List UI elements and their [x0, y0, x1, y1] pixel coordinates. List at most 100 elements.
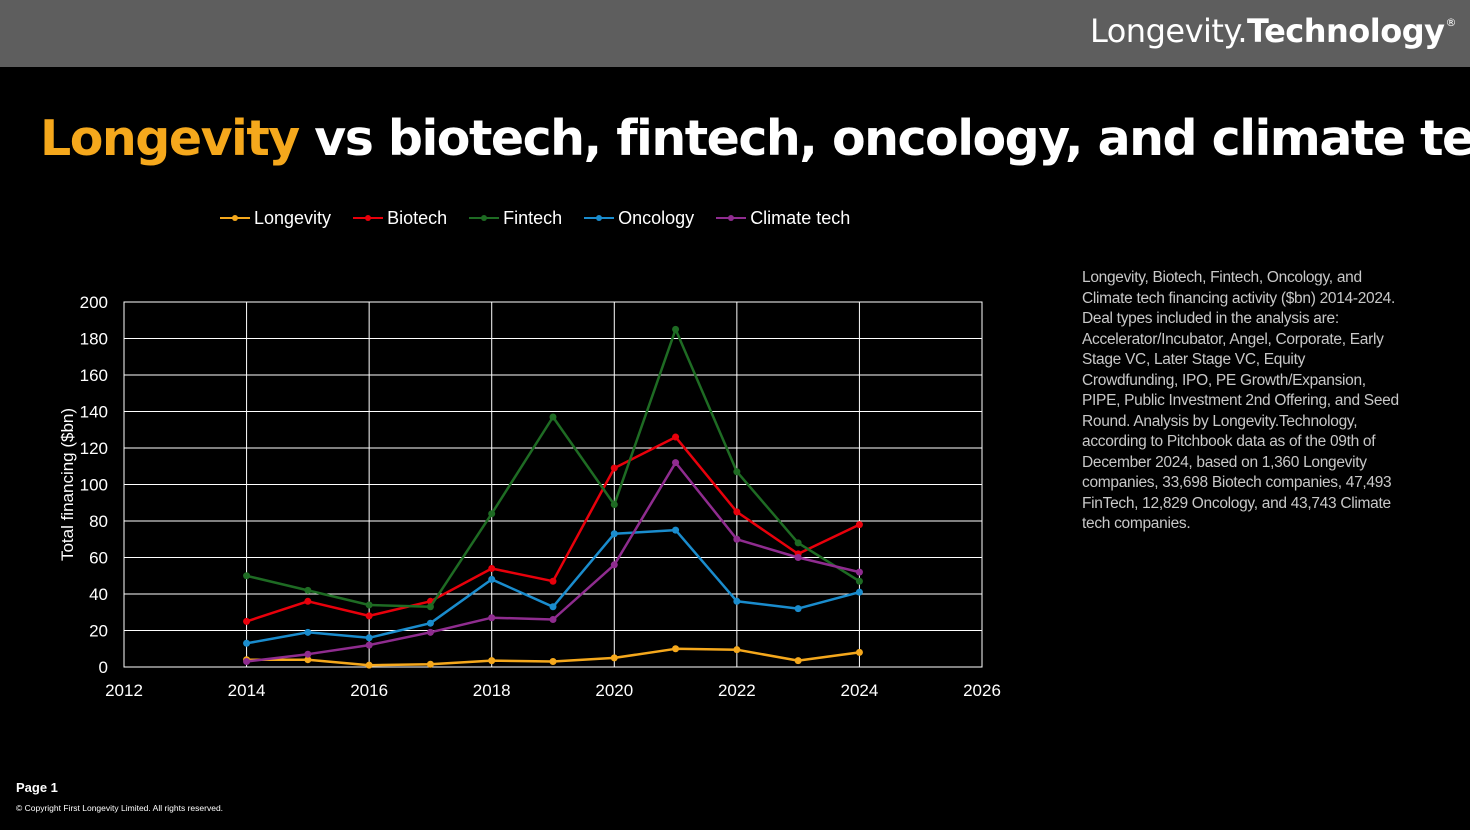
- legend-item-oncology: Oncology: [584, 208, 694, 229]
- y-tick-label: 60: [89, 549, 108, 568]
- data-point-oncology: [610, 530, 618, 538]
- data-point-fintech: [855, 577, 863, 585]
- data-point-biotech: [488, 564, 496, 572]
- copyright-notice: © Copyright First Longevity Limited. All…: [16, 803, 224, 813]
- x-tick-label: 2020: [595, 681, 633, 700]
- data-point-fintech: [733, 468, 741, 476]
- y-tick-label: 20: [89, 622, 108, 641]
- brand-bold-text: Technology: [1246, 12, 1445, 50]
- legend-swatch-climate-tech: [716, 212, 747, 224]
- y-tick-label: 100: [80, 476, 108, 495]
- y-tick-label: 160: [80, 366, 108, 385]
- data-point-oncology: [304, 628, 312, 636]
- data-point-oncology: [672, 526, 680, 534]
- title-rest: vs biotech, fintech, oncology, and clima…: [298, 110, 1470, 167]
- y-tick-label: 140: [80, 403, 108, 422]
- legend-label-oncology: Oncology: [618, 207, 695, 228]
- data-point-longevity: [304, 656, 312, 664]
- data-point-biotech: [243, 617, 251, 625]
- series-line-climate-tech: [246, 461, 860, 663]
- data-point-biotech: [733, 508, 741, 516]
- data-point-biotech: [365, 612, 373, 620]
- x-tick-label: 2022: [718, 681, 756, 700]
- y-tick-label: 80: [89, 512, 108, 531]
- data-point-oncology: [794, 605, 802, 613]
- data-point-fintech: [672, 325, 680, 333]
- data-point-biotech: [610, 464, 618, 472]
- registered-mark: ®: [1445, 16, 1457, 29]
- legend-item-longevity: Longevity: [220, 208, 331, 229]
- x-tick-label: 2024: [841, 681, 879, 700]
- legend-label-fintech: Fintech: [503, 207, 563, 228]
- legend-swatch-fintech: [469, 212, 500, 224]
- x-tick-label: 2018: [473, 681, 511, 700]
- data-point-climate-tech: [794, 554, 802, 561]
- y-tick-label: 180: [80, 330, 108, 349]
- data-point-fintech: [610, 501, 618, 509]
- legend-label-climate-tech: Climate tech: [750, 207, 851, 228]
- y-tick-label: 40: [89, 585, 108, 604]
- data-point-climate-tech: [610, 561, 618, 569]
- data-point-biotech: [304, 597, 312, 605]
- data-point-longevity: [672, 645, 680, 653]
- y-tick-label: 0: [99, 658, 108, 677]
- data-point-climate-tech: [304, 650, 312, 658]
- data-point-fintech: [794, 539, 802, 547]
- legend-swatch-oncology: [584, 212, 615, 224]
- series-line-fintech: [246, 328, 861, 609]
- data-point-longevity: [855, 648, 863, 656]
- chart-legend: Longevity Biotech Fintech Oncology Climate t…: [220, 206, 850, 230]
- data-point-fintech: [426, 603, 434, 611]
- data-point-climate-tech: [488, 614, 496, 622]
- legend-item-fintech: Fintech: [469, 208, 562, 229]
- y-tick-label: 200: [80, 293, 108, 312]
- page-number: Page 1: [16, 780, 58, 795]
- data-point-biotech: [855, 521, 863, 529]
- title-highlight: Longevity: [40, 110, 300, 167]
- data-point-longevity: [365, 661, 373, 669]
- line-chart: 0 20 40 60 80 100 120 140 160 180 200 2012 2014 2016 2…: [58, 293, 1001, 700]
- data-point-climate-tech: [365, 641, 373, 649]
- data-point-fintech: [549, 413, 557, 421]
- data-point-oncology: [426, 619, 434, 627]
- legend-swatch-biotech: [353, 212, 384, 224]
- chart-description: Longevity, Biotech, Fintech, Oncology, a…: [1082, 269, 1399, 532]
- legend-label-longevity: Longevity: [254, 207, 332, 228]
- data-point-fintech: [488, 510, 496, 518]
- x-tick-label: 2026: [963, 681, 1001, 700]
- data-point-oncology: [243, 639, 251, 647]
- x-tick-label: 2016: [350, 681, 388, 700]
- legend-swatch-longevity: [220, 212, 250, 224]
- data-point-longevity: [610, 654, 618, 662]
- data-point-longevity: [426, 660, 434, 668]
- data-point-longevity: [733, 646, 741, 654]
- data-point-biotech: [672, 433, 680, 441]
- data-point-climate-tech: [733, 535, 741, 543]
- legend-item-climate-tech: Climate tech: [716, 208, 850, 229]
- data-point-oncology: [733, 597, 741, 605]
- data-point-climate-tech: [855, 568, 863, 576]
- data-point-climate-tech: [549, 616, 557, 624]
- y-tick-label: 120: [80, 439, 108, 458]
- top-bar: Longevity.Technology®: [0, 0, 1470, 67]
- legend-label-biotech: Biotech: [387, 207, 448, 228]
- slide-title: Longevity vs biotech, fintech, oncology,…: [40, 110, 1470, 167]
- brand-logo: Longevity.Technology®: [1089, 12, 1457, 50]
- data-point-climate-tech: [426, 628, 434, 636]
- data-point-climate-tech: [672, 459, 680, 467]
- data-point-oncology: [488, 575, 496, 583]
- y-axis-label: Total financing ($bn): [58, 408, 77, 561]
- data-point-fintech: [365, 601, 373, 609]
- data-point-oncology: [855, 588, 863, 596]
- data-point-oncology: [549, 603, 557, 611]
- data-point-fintech: [304, 586, 312, 594]
- x-tick-label: 2014: [228, 681, 266, 700]
- data-point-longevity: [488, 657, 496, 665]
- data-point-climate-tech: [243, 658, 251, 666]
- brand-light-text: Longevity.: [1089, 12, 1248, 50]
- data-point-fintech: [243, 572, 251, 580]
- x-tick-label: 2012: [105, 681, 143, 700]
- data-point-longevity: [794, 657, 802, 665]
- data-point-longevity: [549, 658, 557, 666]
- data-point-oncology: [365, 634, 373, 642]
